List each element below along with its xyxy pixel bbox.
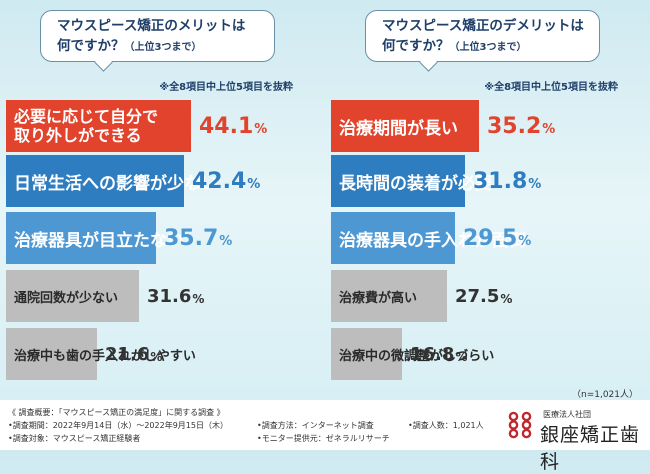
demerit-value-unit-5: % <box>455 350 468 364</box>
survey-target: •調査対象：マウスピース矯正経験者 <box>8 434 141 443</box>
demerit-value-unit-4: % <box>500 292 513 306</box>
merit-value-unit-1: % <box>254 121 268 137</box>
merit-bar-label-1: 必要に応じて自分で 取り外しができる <box>14 107 158 145</box>
merit-question-subtitle: （上位3つまで） <box>124 42 202 53</box>
demerit-value-number-2: 31.8 <box>473 168 528 194</box>
merit-bar-label-3: 治療器具が目立たない <box>14 230 184 251</box>
merit-value-1: 44.1% <box>199 100 267 152</box>
merit-value-number-4: 31.6 <box>147 285 192 307</box>
merit-value-unit-3: % <box>219 233 233 249</box>
merit-bar-label-1-line-2: 取り外しができる <box>14 126 142 145</box>
merit-chart: マウスピース矯正のメリットは 何ですか？（上位3つまで） ※全8項目中上位5項目… <box>0 0 325 400</box>
demerit-chart: マウスピース矯正のデメリットは 何ですか？（上位3つまで） ※全8項目中上位5項… <box>325 0 650 400</box>
merit-question-line1: マウスピース矯正のメリットは <box>57 18 246 34</box>
merit-value-4: 31.6% <box>147 270 204 322</box>
demerit-question-bubble: マウスピース矯正のデメリットは 何ですか？（上位3つまで） <box>365 10 600 62</box>
demerit-question-line2: 何ですか？ <box>382 38 450 54</box>
demerit-bar-label-2: 長時間の装着が必要 <box>339 173 492 194</box>
sample-size: （n=1,021人） <box>571 390 638 400</box>
merit-bar-2: 日常生活への影響が少ない <box>6 155 218 207</box>
demerit-bar-label-1: 治療期間が長い <box>339 118 458 139</box>
merit-question-bubble: マウスピース矯正のメリットは 何ですか？（上位3つまで） <box>40 10 275 62</box>
demerit-value-5: 16.8% <box>410 328 467 380</box>
survey-method: •調査方法：インターネット調査 <box>257 421 374 430</box>
merit-value-number-5: 21.6 <box>105 343 150 365</box>
demerit-value-unit-2: % <box>528 176 542 192</box>
merit-value-number-3: 35.7 <box>164 225 219 251</box>
merit-value-5: 21.6% <box>105 328 162 380</box>
demerit-value-number-1: 35.2 <box>487 113 542 139</box>
merit-value-unit-5: % <box>150 350 163 364</box>
merit-value-unit-2: % <box>247 176 261 192</box>
demerit-bar-5: 治療中の微調整がしづらい <box>331 328 494 380</box>
merit-bar-3: 治療器具が目立たない <box>6 212 184 264</box>
merit-value-unit-4: % <box>192 292 205 306</box>
demerit-bar-label-4: 治療費が高い <box>339 290 418 306</box>
merit-value-number-2: 42.4 <box>192 168 247 194</box>
merit-value-3: 35.7% <box>164 212 232 264</box>
demerit-value-4: 27.5% <box>455 270 512 322</box>
demerit-bar-3: 治療器具の手入れが面倒 <box>331 212 526 264</box>
merit-bar-label-5: 治療中も歯の手入れがしやすい <box>14 348 196 364</box>
survey-period: •調査期間：2022年9月14日（水）～2022年9月15日（木） <box>8 421 228 430</box>
demerit-bar-label-3: 治療器具の手入れが面倒 <box>339 230 526 251</box>
demerit-value-1: 35.2% <box>487 100 555 152</box>
demerit-value-unit-3: % <box>518 233 532 249</box>
merit-value-number-1: 44.1 <box>199 113 254 139</box>
footer: 《 調査概要：「マウスピース矯正の満足度」に関する調査 》 •調査期間：2022… <box>0 400 650 450</box>
survey-summary: 《 調査概要：「マウスピース矯正の満足度」に関する調査 》 <box>8 408 225 417</box>
demerit-bar-1: 治療期間が長い <box>331 100 479 152</box>
clinic-logo-name: 銀座矯正歯科 <box>540 424 641 473</box>
demerit-bar-label-5: 治療中の微調整がしづらい <box>339 348 495 364</box>
demerit-value-3: 29.5% <box>463 212 531 264</box>
demerit-note: ※全8項目中上位5項目を抜粋 <box>484 82 618 93</box>
demerit-value-2: 31.8% <box>473 155 541 207</box>
demerit-question-line1: マウスピース矯正のデメリットは <box>382 18 584 34</box>
survey-provider: •モニター提供元：ゼネラルリサーチ <box>257 434 390 443</box>
merit-bar-label-2: 日常生活への影響が少ない <box>14 173 218 194</box>
merit-note: ※全8項目中上位5項目を抜粋 <box>159 82 293 93</box>
merit-question-line2: 何ですか？ <box>57 38 125 54</box>
merit-bar-4: 通院回数が少ない <box>6 270 139 322</box>
demerit-value-number-4: 27.5 <box>455 285 500 307</box>
merit-bar-label-1-line-1: 必要に応じて自分で <box>14 107 159 126</box>
merit-bar-5: 治療中も歯の手入れがしやすい <box>6 328 196 380</box>
merit-bar-label-4: 通院回数が少ない <box>14 290 119 306</box>
demerit-bar-2: 長時間の装着が必要 <box>331 155 492 207</box>
survey-respondents: •調査人数：1,021人 <box>408 421 484 430</box>
merit-value-2: 42.4% <box>192 155 260 207</box>
clinic-logo-icon <box>508 411 532 439</box>
merit-bar-1: 必要に応じて自分で 取り外しができる <box>6 100 191 152</box>
demerit-value-number-5: 16.8 <box>410 343 455 365</box>
clinic-logo-small-text: 医療法人社団 <box>543 410 591 419</box>
demerit-question-subtitle: （上位3つまで） <box>449 42 527 53</box>
demerit-value-number-3: 29.5 <box>463 225 518 251</box>
demerit-value-unit-1: % <box>542 121 556 137</box>
demerit-bar-4: 治療費が高い <box>331 270 447 322</box>
